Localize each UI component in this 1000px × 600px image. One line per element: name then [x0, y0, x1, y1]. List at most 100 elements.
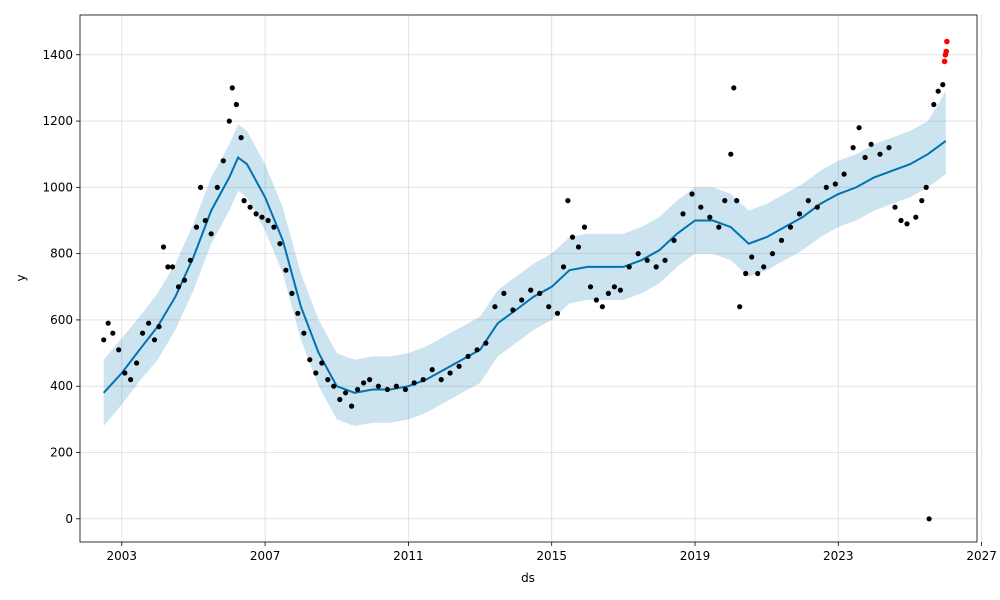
observed-point [892, 204, 898, 210]
outlier-points [941, 38, 950, 65]
observed-point [832, 181, 838, 187]
observed-point [626, 264, 632, 270]
observed-point [743, 270, 749, 277]
observed-point [805, 198, 811, 204]
observed-point [361, 380, 367, 386]
observed-point [295, 310, 301, 316]
y-tick-label: 800 [50, 247, 73, 261]
observed-point [737, 304, 743, 310]
plot-frame [79, 14, 978, 543]
x-tick-label: 2023 [823, 549, 854, 563]
observed-point [698, 204, 704, 210]
observed-point [128, 377, 134, 383]
observed-point [796, 211, 803, 217]
observed-point [402, 386, 408, 393]
observed-point [140, 330, 146, 336]
observed-point [662, 257, 668, 263]
x-axis-ticks: 2003 2007 2011 2015 2019 2023 2027 [107, 542, 997, 563]
observed-point [940, 82, 946, 88]
observed-point [519, 297, 525, 303]
observed-point [823, 184, 829, 190]
x-tick-label: 2011 [393, 549, 424, 563]
observed-point [193, 224, 200, 230]
forecast-line-group [102, 140, 947, 394]
observed-point [169, 264, 176, 270]
outlier-point [944, 38, 950, 45]
observed-point [384, 386, 390, 393]
observed-point [289, 290, 295, 296]
observed-point [671, 237, 677, 243]
grid [80, 15, 983, 542]
x-tick-label: 2003 [107, 549, 138, 563]
y-tick-label: 200 [50, 446, 73, 460]
observed-point [755, 270, 761, 277]
observed-point [375, 383, 381, 389]
observed-point [653, 264, 659, 270]
observed-point [644, 257, 650, 263]
observed-point [208, 231, 214, 237]
observed-point [501, 290, 507, 296]
observed-point [122, 370, 128, 376]
observed-point [841, 171, 847, 177]
observed-point [898, 217, 904, 224]
observed-point [749, 254, 755, 260]
observed-point [110, 330, 116, 336]
observed-point [233, 101, 239, 108]
observed-point [265, 217, 271, 224]
observed-point [635, 251, 641, 257]
y-tick-label: 1200 [42, 114, 73, 128]
x-tick-label: 2027 [966, 549, 997, 563]
observed-point [447, 370, 453, 376]
observed-point [301, 330, 307, 336]
y-tick-label: 400 [50, 379, 73, 393]
x-tick-label: 2007 [250, 549, 281, 563]
observed-point [198, 184, 204, 190]
x-tick-label: 2019 [680, 549, 711, 563]
observed-point [856, 125, 862, 131]
observed-point [465, 353, 471, 359]
observed-point [483, 340, 489, 346]
observed-point [560, 264, 567, 270]
observed-point [731, 85, 737, 91]
observed-point [337, 396, 343, 403]
observed-point [214, 184, 220, 190]
outlier-point [943, 48, 949, 55]
observed-point [814, 204, 820, 210]
observed-point [367, 377, 373, 383]
observed-point [492, 304, 498, 310]
observed-point [546, 304, 552, 310]
observed-point [343, 390, 349, 396]
observed-point [151, 337, 158, 343]
observed-point [734, 198, 740, 204]
observed-point [537, 290, 543, 296]
observed-point [778, 237, 785, 243]
observed-point [528, 287, 534, 293]
observed-point [599, 304, 606, 310]
observed-point [202, 217, 208, 224]
observed-point [728, 151, 734, 157]
observed-point [181, 277, 188, 283]
observed-point [307, 357, 313, 363]
observed-point [271, 224, 277, 230]
observed-point [617, 287, 624, 293]
observed-point [716, 224, 722, 230]
observed-point [420, 377, 426, 383]
observed-point [349, 403, 355, 409]
observed-point [393, 383, 399, 389]
observed-point [319, 360, 325, 366]
observed-point [926, 516, 932, 522]
observed-point [554, 310, 561, 316]
y-axis-label: y [14, 274, 28, 281]
observed-point [575, 244, 582, 250]
observed-point [722, 198, 728, 204]
observed-point [611, 284, 618, 290]
observed-point [134, 360, 140, 366]
observed-point [787, 224, 794, 230]
observed-point [101, 337, 107, 343]
y-axis-ticks: 0 200 400 600 800 1000 1200 1400 [42, 48, 80, 526]
observed-point [569, 234, 576, 240]
observed-point [116, 347, 122, 353]
observed-point [241, 198, 247, 204]
observed-point [680, 211, 686, 217]
